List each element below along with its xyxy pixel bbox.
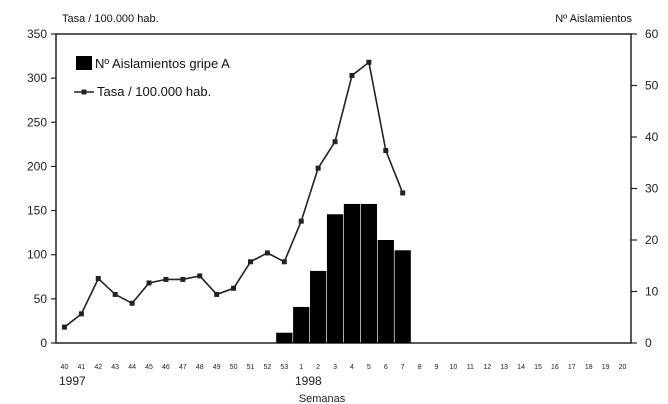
line-point-53 bbox=[281, 259, 287, 265]
x-tick-label: 51 bbox=[247, 364, 255, 371]
line-point-44 bbox=[129, 300, 135, 306]
x-tick-label: 1 bbox=[299, 364, 303, 371]
line-point-4 bbox=[349, 72, 355, 78]
x-axis-ticks: 40 41 42 43 44 45 46 47 48 49 50 51 52 53 1 2 3 4 5 6 7 8 9 10 1… bbox=[61, 364, 627, 371]
left-tick-label: 200 bbox=[27, 159, 47, 173]
bar-6 bbox=[377, 240, 394, 343]
line-point-50 bbox=[231, 285, 237, 291]
x-tick-label: 12 bbox=[483, 364, 491, 371]
x-tick-label: 47 bbox=[179, 364, 187, 371]
line-point-6 bbox=[383, 148, 389, 154]
line-point-48 bbox=[197, 273, 203, 279]
x-tick-label: 2 bbox=[316, 364, 320, 371]
right-tick-label: 60 bbox=[645, 27, 659, 41]
year-label-1998: 1998 bbox=[295, 374, 322, 388]
line-series bbox=[61, 59, 406, 330]
x-tick-label: 6 bbox=[384, 364, 388, 371]
right-tick-label: 20 bbox=[645, 233, 659, 247]
x-tick-label: 16 bbox=[551, 364, 559, 371]
line-point-3 bbox=[332, 139, 338, 145]
x-tick-label: 44 bbox=[128, 364, 136, 371]
x-tick-label: 41 bbox=[77, 364, 85, 371]
right-tick-label: 50 bbox=[645, 79, 659, 93]
left-tick-label: 250 bbox=[27, 115, 47, 129]
right-axis-ticks: 0 10 20 30 40 50 60 bbox=[631, 27, 659, 350]
year-label-1997: 1997 bbox=[59, 374, 86, 388]
legend-line-marker bbox=[81, 89, 87, 95]
x-tick-label: 46 bbox=[162, 364, 170, 371]
line-point-2 bbox=[315, 165, 321, 171]
x-tick-label: 19 bbox=[602, 364, 610, 371]
line-point-43 bbox=[112, 291, 118, 297]
legend-bar-label: Nº Aislamientos gripe A bbox=[95, 56, 230, 71]
x-tick-label: 8 bbox=[418, 364, 422, 371]
line-point-49 bbox=[214, 291, 220, 297]
x-tick-label: 5 bbox=[367, 364, 371, 371]
line-point-41 bbox=[78, 311, 84, 317]
left-tick-label: 150 bbox=[27, 204, 47, 218]
x-tick-label: 50 bbox=[230, 364, 238, 371]
x-tick-label: 13 bbox=[500, 364, 508, 371]
bar-series bbox=[276, 203, 411, 343]
bar-5 bbox=[360, 203, 377, 343]
x-tick-label: 10 bbox=[450, 364, 458, 371]
bar-1 bbox=[293, 306, 310, 343]
right-tick-label: 40 bbox=[645, 130, 659, 144]
legend-line-label: Tasa / 100.000 hab. bbox=[97, 84, 211, 99]
right-tick-label: 0 bbox=[645, 336, 652, 350]
left-tick-label: 50 bbox=[34, 292, 48, 306]
x-tick-label: 7 bbox=[401, 364, 405, 371]
x-axis-title: Semanas bbox=[299, 393, 346, 404]
right-axis-title: Nº Aislamientos bbox=[555, 13, 632, 25]
right-tick-label: 10 bbox=[645, 285, 659, 299]
x-tick-label: 17 bbox=[568, 364, 576, 371]
x-tick-label: 48 bbox=[196, 364, 204, 371]
left-tick-label: 0 bbox=[40, 336, 47, 350]
line-point-40 bbox=[61, 324, 67, 330]
bar-53 bbox=[276, 332, 293, 343]
line-point-47 bbox=[180, 276, 186, 282]
x-tick-label: 18 bbox=[585, 364, 593, 371]
plot-frame bbox=[55, 33, 632, 344]
x-tick-label: 9 bbox=[435, 364, 439, 371]
x-tick-label: 53 bbox=[280, 364, 288, 371]
x-tick-label: 42 bbox=[94, 364, 102, 371]
left-axis-title: Tasa / 100.000 hab. bbox=[62, 13, 159, 25]
legend: Nº Aislamientos gripe A Tasa / 100.000 h… bbox=[74, 56, 230, 99]
left-tick-label: 350 bbox=[27, 27, 47, 41]
line-point-45 bbox=[146, 280, 152, 286]
x-tick-label: 43 bbox=[111, 364, 119, 371]
x-tick-label: 49 bbox=[213, 364, 221, 371]
right-tick-label: 30 bbox=[645, 182, 659, 196]
x-tick-label: 20 bbox=[619, 364, 627, 371]
bar-3 bbox=[326, 214, 344, 343]
bar-4 bbox=[343, 203, 361, 343]
line-point-52 bbox=[264, 250, 270, 256]
x-tick-label: 4 bbox=[350, 364, 354, 371]
x-tick-label: 52 bbox=[263, 364, 271, 371]
x-tick-label: 11 bbox=[467, 364, 474, 371]
x-tick-label: 15 bbox=[534, 364, 542, 371]
legend-bar-swatch bbox=[76, 56, 92, 70]
line-point-46 bbox=[163, 276, 169, 282]
left-axis-ticks: 0 50 100 150 200 250 300 350 bbox=[27, 27, 56, 350]
bar-7 bbox=[394, 250, 411, 343]
x-tick-label: 14 bbox=[517, 364, 525, 371]
x-tick-label: 45 bbox=[145, 364, 153, 371]
x-tick-label: 3 bbox=[333, 364, 337, 371]
line-point-1 bbox=[298, 218, 304, 224]
x-tick-label: 40 bbox=[61, 364, 69, 371]
line-point-42 bbox=[95, 276, 101, 282]
bar-2 bbox=[310, 270, 327, 343]
left-tick-label: 300 bbox=[27, 71, 47, 85]
line-point-5 bbox=[366, 59, 372, 65]
line-point-7 bbox=[400, 190, 406, 196]
line-point-51 bbox=[247, 259, 253, 265]
left-tick-label: 100 bbox=[27, 248, 47, 262]
